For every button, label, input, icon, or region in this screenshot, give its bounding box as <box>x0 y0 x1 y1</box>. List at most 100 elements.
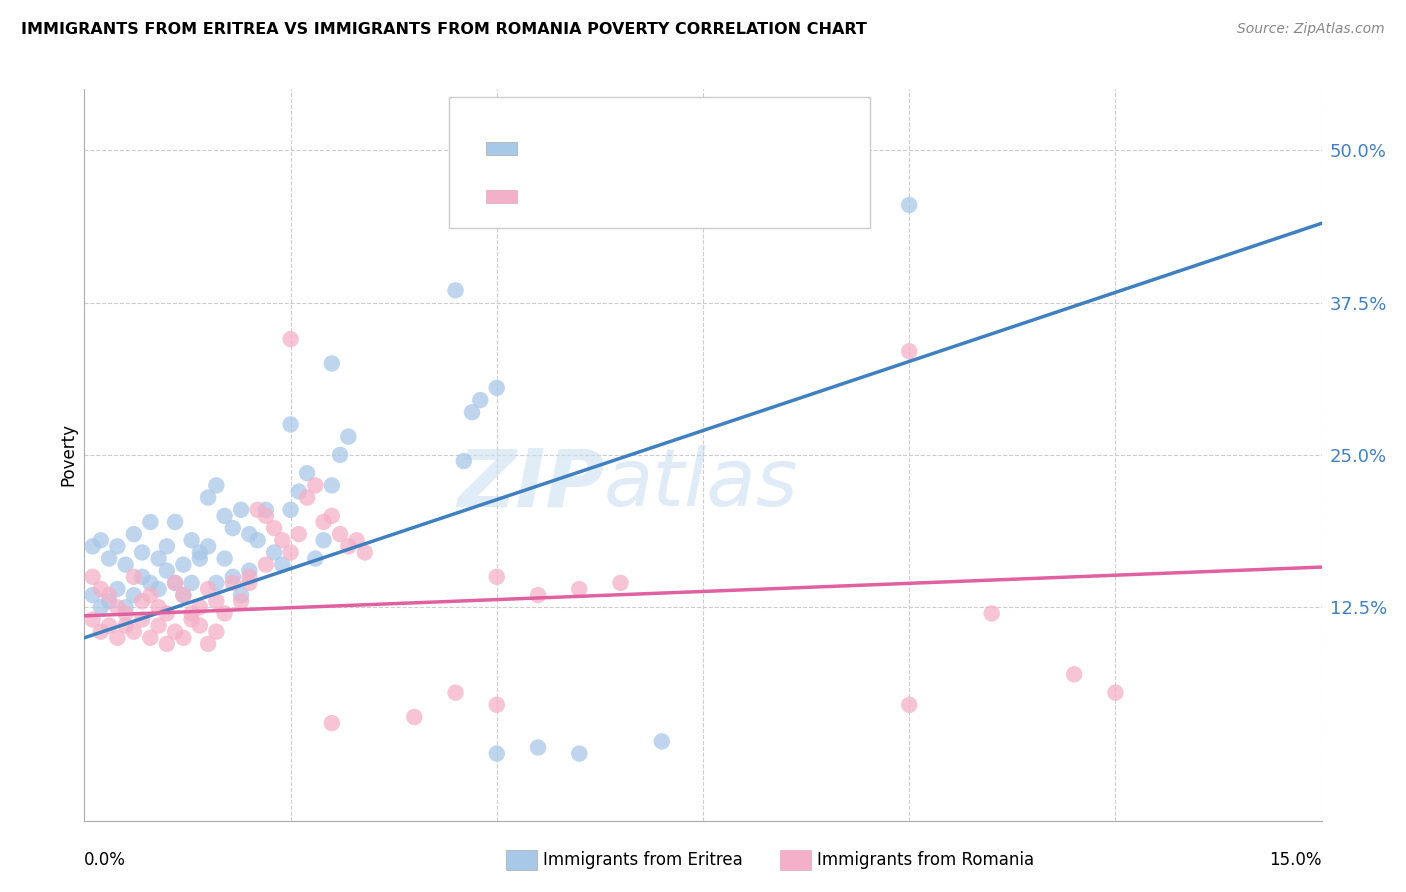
Text: R = 0.092: R = 0.092 <box>530 180 620 199</box>
FancyBboxPatch shape <box>486 190 517 202</box>
Point <box>280 417 302 432</box>
Point <box>131 570 153 584</box>
Point <box>114 558 136 572</box>
Point <box>172 588 194 602</box>
Point <box>131 613 153 627</box>
Text: R = 0.480: R = 0.480 <box>530 133 620 151</box>
Point <box>172 558 194 572</box>
Point <box>527 740 550 755</box>
Point <box>238 576 260 591</box>
Text: N = 68: N = 68 <box>697 180 759 199</box>
Point <box>205 478 228 492</box>
Point <box>114 618 136 632</box>
Point <box>568 582 591 596</box>
Point <box>105 582 128 596</box>
Point <box>122 624 145 639</box>
Point <box>353 545 375 559</box>
Point <box>122 527 145 541</box>
Point <box>280 503 302 517</box>
Point <box>222 521 245 535</box>
Point <box>188 618 211 632</box>
Point <box>98 618 121 632</box>
Point <box>980 607 1002 621</box>
FancyBboxPatch shape <box>486 142 517 155</box>
Text: ZIP: ZIP <box>457 445 605 524</box>
Point <box>105 631 128 645</box>
Point <box>304 551 326 566</box>
Point <box>148 600 170 615</box>
Text: 15.0%: 15.0% <box>1270 851 1322 869</box>
Point <box>82 588 104 602</box>
Point <box>346 533 368 548</box>
Point <box>180 533 202 548</box>
Point <box>139 631 162 645</box>
Point <box>188 551 211 566</box>
Point <box>205 624 228 639</box>
Point <box>263 545 285 559</box>
Text: Immigrants from Eritrea: Immigrants from Eritrea <box>543 851 742 869</box>
Point <box>329 448 352 462</box>
Point <box>898 198 921 212</box>
Point <box>254 558 277 572</box>
Point <box>295 491 318 505</box>
Point <box>312 515 335 529</box>
Point <box>229 503 252 517</box>
Point <box>82 539 104 553</box>
Point <box>148 582 170 596</box>
Point <box>188 600 211 615</box>
Point <box>321 478 343 492</box>
Point <box>156 637 179 651</box>
Point <box>568 747 591 761</box>
Point <box>1104 686 1126 700</box>
Point <box>263 521 285 535</box>
Point <box>222 576 245 591</box>
Point <box>114 607 136 621</box>
Point <box>288 527 311 541</box>
Point <box>105 600 128 615</box>
Point <box>321 716 343 731</box>
Point <box>238 570 260 584</box>
Text: N = 64: N = 64 <box>697 133 759 151</box>
Point <box>165 576 187 591</box>
Point <box>280 332 302 346</box>
Point <box>122 588 145 602</box>
Point <box>609 576 631 591</box>
Point <box>98 588 121 602</box>
Point <box>229 594 252 608</box>
Point <box>131 594 153 608</box>
Text: atlas: atlas <box>605 445 799 524</box>
Point <box>197 637 219 651</box>
Point <box>271 558 294 572</box>
Point <box>205 594 228 608</box>
Point <box>485 747 508 761</box>
Point <box>180 576 202 591</box>
Point <box>444 686 467 700</box>
Point <box>82 613 104 627</box>
Point <box>165 515 187 529</box>
Point <box>90 624 112 639</box>
Point <box>180 613 202 627</box>
Point <box>337 430 360 444</box>
Point <box>444 284 467 298</box>
Point <box>122 570 145 584</box>
Point <box>295 467 318 481</box>
Point <box>238 527 260 541</box>
Point <box>485 698 508 712</box>
Point <box>898 344 921 359</box>
Text: Immigrants from Romania: Immigrants from Romania <box>817 851 1033 869</box>
Point <box>527 588 550 602</box>
Point <box>238 564 260 578</box>
Point <box>470 393 492 408</box>
Point <box>651 734 673 748</box>
Point <box>197 491 219 505</box>
Point <box>197 539 219 553</box>
Text: Source: ZipAtlas.com: Source: ZipAtlas.com <box>1237 22 1385 37</box>
Y-axis label: Poverty: Poverty <box>59 424 77 486</box>
FancyBboxPatch shape <box>450 96 870 228</box>
Point <box>288 484 311 499</box>
Point <box>222 570 245 584</box>
Text: IMMIGRANTS FROM ERITREA VS IMMIGRANTS FROM ROMANIA POVERTY CORRELATION CHART: IMMIGRANTS FROM ERITREA VS IMMIGRANTS FR… <box>21 22 868 37</box>
Point <box>188 545 211 559</box>
Point <box>156 564 179 578</box>
Point <box>139 588 162 602</box>
